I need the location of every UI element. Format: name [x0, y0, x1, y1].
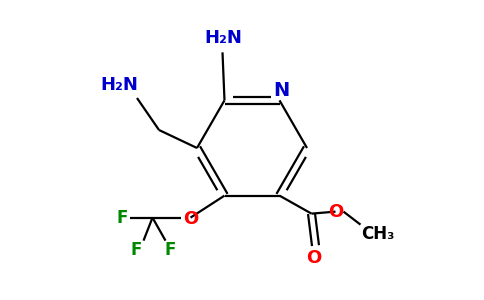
Text: O: O	[306, 249, 321, 267]
Text: CH₃: CH₃	[361, 225, 394, 243]
Text: O: O	[183, 210, 198, 228]
Text: H₂N: H₂N	[100, 76, 138, 94]
Text: F: F	[117, 208, 128, 226]
Text: F: F	[131, 241, 142, 259]
Text: H₂N: H₂N	[205, 29, 242, 47]
Text: O: O	[328, 202, 343, 220]
Text: F: F	[165, 241, 176, 259]
Text: N: N	[273, 81, 289, 100]
